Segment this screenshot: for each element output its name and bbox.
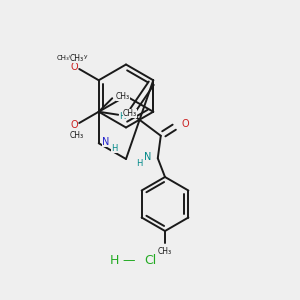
Text: O: O [70,62,78,72]
Text: O: O [182,119,190,129]
Text: H: H [136,159,142,168]
Text: —: — [123,254,135,268]
Text: methoxy: methoxy [60,54,88,59]
Text: N: N [145,152,152,162]
Text: CH₃: CH₃ [158,247,172,256]
Text: H: H [109,254,119,268]
Text: O: O [70,120,78,130]
Text: CH₃: CH₃ [70,54,84,63]
Text: CH₃: CH₃ [56,55,69,61]
Text: CH₃: CH₃ [116,92,130,101]
Text: H: H [111,144,118,153]
Text: CH₃: CH₃ [123,109,137,118]
Text: N: N [102,137,109,147]
Text: Cl: Cl [144,254,156,268]
Text: CH₃: CH₃ [70,131,84,140]
Text: H: H [119,112,126,122]
